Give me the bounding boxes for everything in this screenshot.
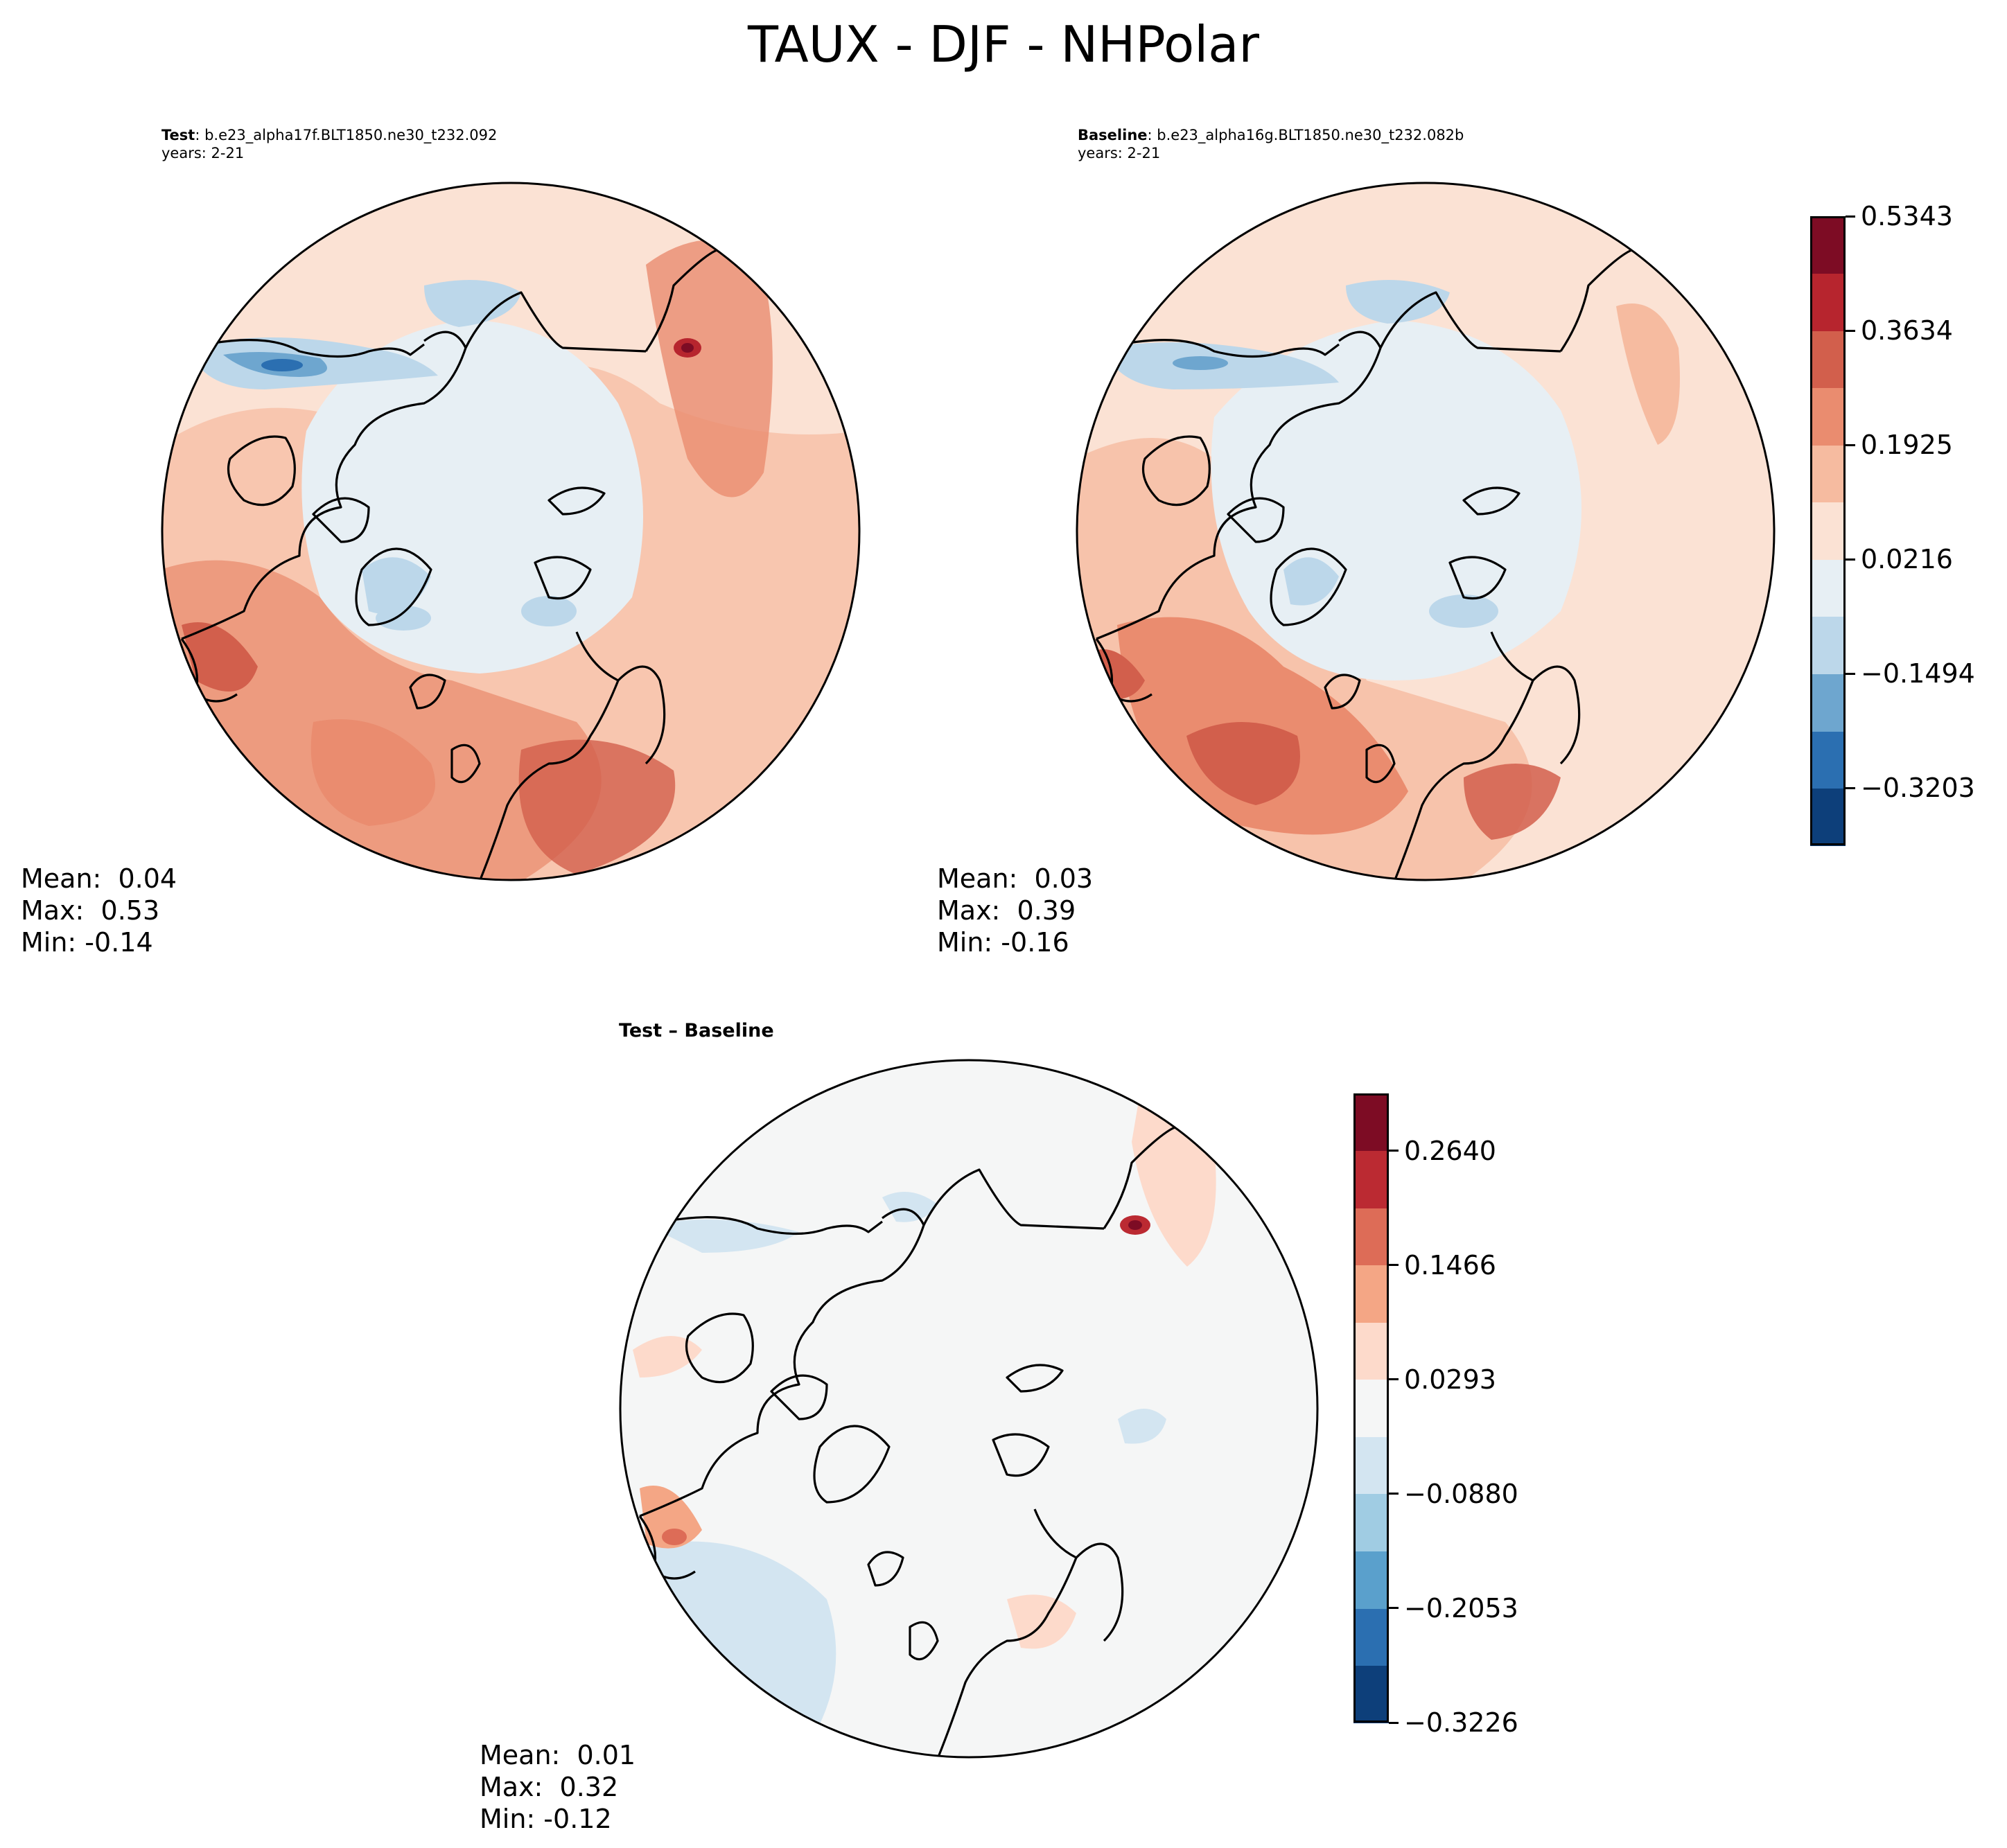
diff-colorbar [1353, 1093, 1389, 1723]
baseline-max: Max: 0.39 [937, 895, 1076, 926]
main-colorbar-tick [1846, 558, 1855, 561]
main-colorbar-tick [1846, 786, 1855, 789]
main-colorbar-tick [1846, 215, 1855, 218]
diff-colorbar-level-8 [1353, 1208, 1389, 1266]
test-max: Max: 0.53 [21, 895, 160, 926]
test-panel-title: Test: b.e23_alpha17f.BLT1850.ne30_t232.0… [161, 127, 497, 143]
diff-polar-map [619, 1059, 1319, 1759]
main-colorbar-level-7 [1810, 387, 1846, 446]
diff-colorbar-tick-label: −0.2053 [1404, 1592, 1518, 1623]
baseline-min: Min: -0.16 [937, 927, 1069, 958]
baseline-stats: Mean: 0.03 Max: 0.39 Min: -0.16 [937, 863, 1093, 958]
main-colorbar-level-4 [1810, 559, 1846, 617]
diff-colorbar-tick-label: −0.0880 [1404, 1478, 1518, 1509]
diff-colorbar-tick-label: −0.3226 [1404, 1707, 1518, 1738]
diff-colorbar-level-7 [1353, 1265, 1389, 1323]
main-colorbar-level-1 [1810, 730, 1846, 789]
main-colorbar-tick-label: 0.3634 [1861, 315, 1953, 346]
baseline-polar-map [1076, 182, 1776, 881]
test-years: years: 2-21 [161, 145, 245, 161]
diff-colorbar-tick-label: 0.0293 [1404, 1364, 1496, 1395]
diff-colorbar-tick [1389, 1607, 1399, 1610]
main-colorbar-tick-label: −0.3203 [1861, 773, 1975, 804]
diff-colorbar-level-10 [1353, 1093, 1389, 1152]
main-colorbar-level-0 [1810, 788, 1846, 846]
diff-colorbar-tick-label: 0.2640 [1404, 1135, 1496, 1166]
diff-colorbar-frame [1353, 1093, 1389, 1723]
main-colorbar-level-5 [1810, 502, 1846, 560]
figure-title: TAUX - DJF - NHPolar [748, 15, 1259, 73]
diff-colorbar-tick-label: 0.1466 [1404, 1249, 1496, 1281]
test-min: Min: -0.14 [21, 927, 153, 958]
diff-colorbar-tick [1389, 1493, 1399, 1495]
main-colorbar-tick-label: −0.1494 [1861, 658, 1975, 689]
diff-colorbar-tick [1389, 1150, 1399, 1152]
diff-colorbar-level-3 [1353, 1493, 1389, 1551]
test-label: Test [161, 127, 195, 143]
diff-colorbar-tick [1389, 1721, 1399, 1724]
baseline-label: Baseline [1078, 127, 1148, 143]
main-colorbar-frame [1810, 216, 1846, 845]
diff-colorbar-tick [1389, 1264, 1399, 1267]
diff-colorbar-tick [1389, 1378, 1399, 1381]
main-colorbar-tick [1846, 672, 1855, 675]
test-stats: Mean: 0.04 Max: 0.53 Min: -0.14 [21, 863, 177, 958]
test-case-name: : b.e23_alpha17f.BLT1850.ne30_t232.092 [195, 127, 498, 143]
diff-max: Max: 0.32 [480, 1772, 619, 1802]
test-mean: Mean: 0.04 [21, 863, 177, 894]
main-colorbar-tick-label: 0.0216 [1861, 544, 1953, 575]
diff-panel-title: Test – Baseline [619, 1020, 774, 1041]
diff-stats: Mean: 0.01 Max: 0.32 Min: -0.12 [480, 1739, 636, 1835]
baseline-years: years: 2-21 [1078, 145, 1161, 161]
main-colorbar-level-6 [1810, 445, 1846, 503]
main-colorbar-level-10 [1810, 216, 1846, 274]
diff-colorbar-level-1 [1353, 1608, 1389, 1666]
main-colorbar-level-9 [1810, 273, 1846, 331]
main-colorbar-tick [1846, 329, 1855, 332]
baseline-mean: Mean: 0.03 [937, 863, 1094, 894]
diff-colorbar-level-9 [1353, 1150, 1389, 1208]
main-colorbar-level-3 [1810, 616, 1846, 674]
diff-colorbar-level-4 [1353, 1436, 1389, 1495]
baseline-panel-title: Baseline: b.e23_alpha16g.BLT1850.ne30_t2… [1078, 127, 1464, 143]
diff-min: Min: -0.12 [480, 1804, 612, 1834]
main-colorbar-level-2 [1810, 674, 1846, 732]
diff-colorbar-level-0 [1353, 1665, 1389, 1723]
diff-mean: Mean: 0.01 [480, 1740, 636, 1770]
diff-colorbar-level-5 [1353, 1379, 1389, 1437]
diff-colorbar-level-6 [1353, 1322, 1389, 1380]
main-colorbar-tick-label: 0.5343 [1861, 201, 1953, 231]
main-colorbar [1810, 216, 1846, 846]
baseline-case-name: : b.e23_alpha16g.BLT1850.ne30_t232.082b [1147, 127, 1464, 143]
diff-colorbar-level-2 [1353, 1551, 1389, 1609]
main-colorbar-level-8 [1810, 331, 1846, 389]
test-polar-map [161, 182, 861, 881]
main-colorbar-tick-label: 0.1925 [1861, 430, 1953, 461]
main-colorbar-tick [1846, 443, 1855, 446]
